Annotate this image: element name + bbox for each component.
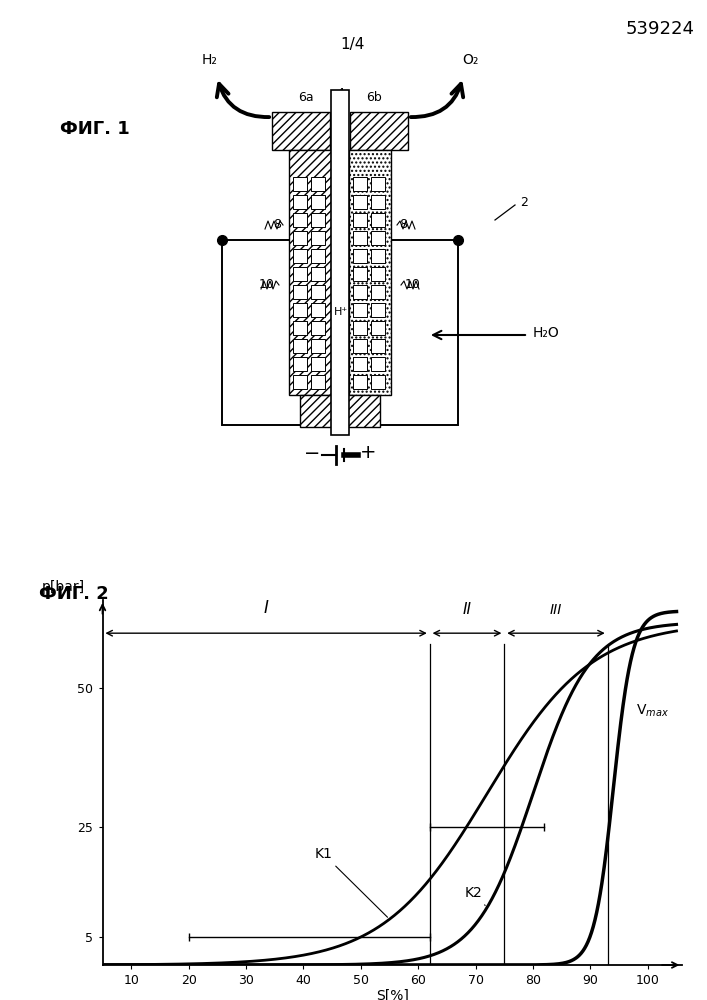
Bar bbox=[293, 249, 307, 263]
Bar bbox=[272, 112, 330, 150]
Bar bbox=[311, 177, 325, 191]
Bar bbox=[353, 339, 367, 353]
Text: 1/4: 1/4 bbox=[341, 37, 366, 52]
Bar bbox=[349, 150, 391, 395]
Bar bbox=[353, 249, 367, 263]
Bar bbox=[293, 285, 307, 299]
Bar bbox=[371, 213, 385, 227]
Bar bbox=[371, 267, 385, 281]
Bar bbox=[353, 267, 367, 281]
FancyArrowPatch shape bbox=[217, 84, 269, 117]
Text: ФИГ. 1: ФИГ. 1 bbox=[60, 120, 130, 138]
Bar bbox=[311, 285, 325, 299]
Bar bbox=[293, 177, 307, 191]
Bar bbox=[371, 321, 385, 335]
Bar bbox=[311, 267, 325, 281]
Bar bbox=[300, 395, 380, 427]
Bar bbox=[311, 249, 325, 263]
Text: 6b: 6b bbox=[366, 91, 382, 104]
Bar bbox=[311, 357, 325, 371]
Text: +: + bbox=[360, 444, 376, 462]
Bar bbox=[331, 90, 349, 435]
Text: p[bar]: p[bar] bbox=[42, 580, 86, 594]
Bar bbox=[293, 339, 307, 353]
Bar bbox=[293, 321, 307, 335]
Bar bbox=[311, 231, 325, 245]
Bar bbox=[353, 303, 367, 317]
Text: 2: 2 bbox=[520, 196, 528, 209]
Bar bbox=[353, 357, 367, 371]
Text: I: I bbox=[264, 599, 269, 617]
Text: V$_{max}$: V$_{max}$ bbox=[636, 702, 670, 719]
Bar bbox=[371, 195, 385, 209]
Text: III: III bbox=[550, 603, 562, 617]
Bar bbox=[350, 112, 408, 150]
Bar bbox=[353, 195, 367, 209]
Text: 10: 10 bbox=[259, 278, 275, 292]
Text: −: − bbox=[304, 444, 320, 462]
Text: 4: 4 bbox=[336, 87, 344, 100]
Bar bbox=[293, 267, 307, 281]
Text: K1: K1 bbox=[315, 847, 387, 917]
Bar bbox=[311, 213, 325, 227]
Bar bbox=[371, 249, 385, 263]
Text: 6a: 6a bbox=[298, 91, 314, 104]
Text: II: II bbox=[462, 602, 472, 617]
Bar bbox=[293, 303, 307, 317]
Bar bbox=[353, 213, 367, 227]
Text: H₂O: H₂O bbox=[533, 326, 560, 340]
Text: ФИГ. 2: ФИГ. 2 bbox=[39, 585, 109, 603]
Text: 10: 10 bbox=[405, 278, 421, 292]
Bar bbox=[311, 375, 325, 389]
X-axis label: S[%]: S[%] bbox=[376, 988, 409, 1000]
Bar bbox=[311, 321, 325, 335]
Bar bbox=[222, 240, 458, 425]
Bar bbox=[371, 303, 385, 317]
Bar bbox=[353, 321, 367, 335]
Bar bbox=[293, 231, 307, 245]
Text: K2: K2 bbox=[464, 886, 485, 905]
FancyArrowPatch shape bbox=[411, 84, 463, 117]
Bar bbox=[293, 357, 307, 371]
Bar bbox=[371, 339, 385, 353]
Bar bbox=[353, 375, 367, 389]
Text: 8: 8 bbox=[399, 219, 407, 232]
Text: 539224: 539224 bbox=[626, 20, 695, 38]
Bar bbox=[311, 195, 325, 209]
Text: O₂: O₂ bbox=[462, 53, 478, 67]
Text: H⁺: H⁺ bbox=[334, 307, 348, 317]
Bar bbox=[293, 195, 307, 209]
Text: 8: 8 bbox=[273, 219, 281, 232]
Bar bbox=[311, 339, 325, 353]
Bar bbox=[289, 150, 331, 395]
Bar bbox=[293, 213, 307, 227]
Bar bbox=[371, 177, 385, 191]
Bar bbox=[293, 375, 307, 389]
Bar bbox=[371, 231, 385, 245]
Text: H₂: H₂ bbox=[202, 53, 218, 67]
Bar bbox=[353, 177, 367, 191]
Bar bbox=[353, 231, 367, 245]
Bar bbox=[371, 357, 385, 371]
Bar bbox=[353, 285, 367, 299]
Bar bbox=[311, 303, 325, 317]
Bar bbox=[371, 375, 385, 389]
Bar bbox=[371, 285, 385, 299]
